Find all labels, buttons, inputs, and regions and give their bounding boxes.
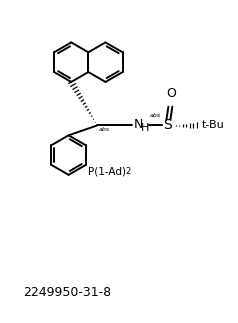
Text: t-Bu: t-Bu <box>202 120 225 130</box>
Text: P(1-Ad): P(1-Ad) <box>88 167 126 177</box>
Text: abs: abs <box>149 112 160 118</box>
Text: 2: 2 <box>125 167 130 176</box>
Text: N: N <box>134 118 143 131</box>
Text: 2249950-31-8: 2249950-31-8 <box>23 287 111 299</box>
Text: H: H <box>141 123 150 133</box>
Text: O: O <box>166 87 176 100</box>
Text: S: S <box>163 119 172 132</box>
Text: abs: abs <box>99 127 110 132</box>
